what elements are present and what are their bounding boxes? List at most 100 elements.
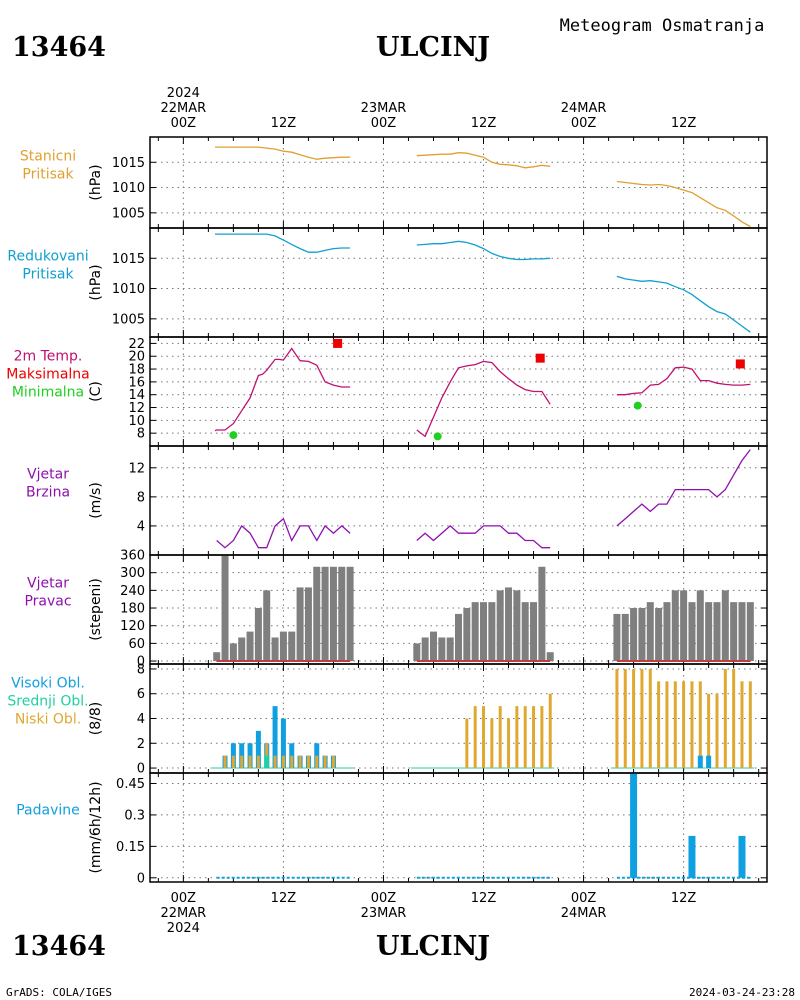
panel-label: Minimalna [12, 385, 84, 401]
time-label-top: 22MAR [161, 101, 207, 116]
high-cloud-bar [706, 755, 712, 769]
y-tick-label: 0.15 [116, 840, 145, 855]
wind-direction-bar [321, 566, 329, 662]
time-label-bottom: 12Z [471, 891, 497, 906]
low-cloud-bar [223, 755, 227, 769]
wind-direction-bar [671, 590, 679, 662]
low-cloud-bar [648, 668, 652, 769]
y-axis-title: (stepeni) [88, 578, 104, 641]
time-label-bottom: 00Z [371, 891, 397, 906]
wind-direction-bar [538, 566, 546, 662]
series-line [616, 275, 751, 333]
low-cloud-bar [748, 681, 752, 769]
wind-direction-bar [471, 602, 479, 662]
low-cloud-bar [498, 706, 502, 769]
max-temp-marker [735, 359, 745, 369]
wind-direction-bar [613, 613, 621, 662]
low-cloud-bar [623, 668, 627, 769]
y-tick-label: 1005 [112, 312, 145, 327]
panel-frame [149, 336, 768, 447]
series-line [216, 517, 351, 549]
time-label-top: 12Z [271, 116, 297, 131]
footer-right: 2024-03-24-23:28 [689, 986, 795, 999]
time-label-bottom: 22MAR [161, 906, 207, 921]
wind-direction-bar [229, 643, 237, 662]
panel-label: Brzina [26, 485, 70, 501]
y-tick-label: 4 [137, 519, 145, 534]
time-label-top: 12Z [471, 116, 497, 131]
low-cloud-bar [548, 693, 552, 769]
time-label-top: 24MAR [561, 101, 607, 116]
y-tick-label: 8 [137, 662, 145, 677]
panel-label: Stanicni [20, 149, 76, 165]
wind-direction-bar [338, 566, 346, 662]
y-tick-label: 2 [137, 737, 145, 752]
time-label-top: 23MAR [361, 101, 407, 116]
wind-direction-bar [429, 631, 437, 662]
y-tick-label: 0 [137, 871, 145, 886]
series-line [416, 360, 551, 438]
low-cloud-bar [281, 755, 285, 769]
wind-direction-bar [513, 590, 521, 662]
low-cloud-bar [698, 681, 702, 769]
wind-direction-bar [304, 587, 312, 662]
min-temp-marker [433, 432, 442, 441]
series-line [416, 152, 551, 169]
series-line [214, 347, 351, 432]
low-cloud-bar [306, 755, 310, 769]
panel-reduced-pressure: 1005 1010 1015 Redukovani Pritisak (hPa) [7, 227, 768, 338]
low-cloud-bar [673, 681, 677, 769]
panel-label: Niski Obl. [15, 712, 81, 728]
panel-label: Redukovani [7, 249, 88, 265]
y-tick-label: 4 [137, 712, 145, 727]
y-tick-label: 300 [120, 566, 145, 581]
wind-direction-bar [713, 602, 721, 662]
wind-direction-bar [546, 652, 554, 662]
y-axis-title: (C) [88, 381, 104, 402]
wind-direction-bar [263, 590, 271, 662]
low-cloud-bar [640, 668, 644, 769]
wind-direction-bar [221, 555, 229, 662]
wind-direction-bar [530, 602, 538, 662]
panel-label: Pritisak [22, 167, 74, 183]
low-cloud-bar [273, 755, 277, 769]
high-cloud-bar [230, 743, 236, 769]
wind-direction-bar [421, 637, 429, 662]
panel-label: Padavine [16, 803, 80, 819]
wind-direction-bar [480, 602, 488, 662]
low-cloud-bar [515, 706, 519, 769]
y-tick-label: 0.3 [124, 808, 145, 823]
y-tick-label: 14 [128, 388, 145, 403]
low-cloud-bar [632, 668, 636, 769]
low-cloud-bar [490, 718, 494, 769]
wind-direction-bar [721, 590, 729, 662]
low-cloud-bar [532, 706, 536, 769]
panel-frame [149, 445, 768, 556]
y-tick-label: 10 [128, 414, 145, 429]
y-axis-title: (mm/6h/12h) [88, 781, 104, 873]
wind-direction-bar [271, 637, 279, 662]
high-cloud-bar [239, 743, 245, 769]
wind-direction-bar [680, 590, 688, 662]
panel-label: Pravac [24, 594, 71, 610]
low-cloud-bar [523, 706, 527, 769]
wind-direction-bar [246, 631, 254, 662]
wind-direction-bar [279, 631, 287, 662]
low-cloud-bar [315, 755, 319, 769]
time-label-top: 00Z [171, 116, 197, 131]
y-tick-label: 0.45 [116, 777, 145, 792]
y-tick-label: 8 [137, 490, 145, 505]
series-line [616, 366, 751, 396]
low-cloud-bar [540, 706, 544, 769]
time-label-bottom: 00Z [171, 891, 197, 906]
wind-direction-bar [413, 643, 421, 662]
low-cloud-bar [265, 743, 269, 769]
wind-direction-bar [705, 602, 713, 662]
high-cloud-bar [255, 730, 261, 769]
wind-direction-bar [505, 587, 513, 662]
panel-frame [149, 136, 768, 229]
mid-cloud-bar [264, 755, 270, 769]
meteogram-title: Meteogram Osmatranja [560, 16, 765, 36]
low-cloud-bar [240, 755, 244, 769]
y-tick-label: 20 [128, 350, 145, 365]
